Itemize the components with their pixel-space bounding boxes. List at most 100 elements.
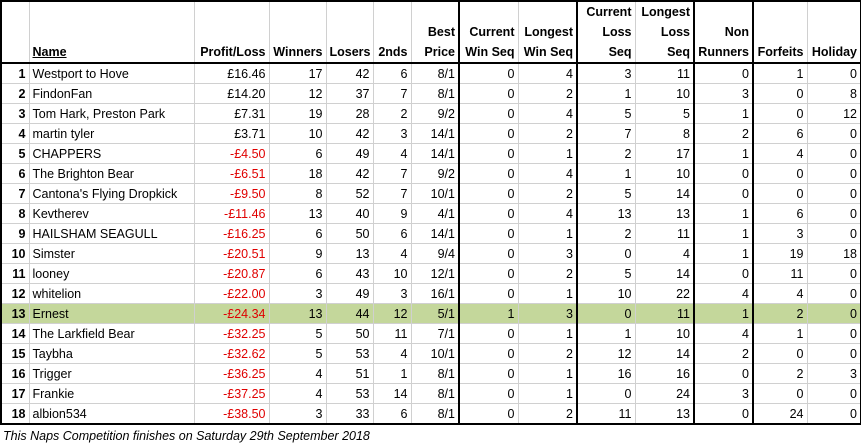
value-cell: 53 [325, 343, 374, 364]
rank-cell: 17 [0, 383, 30, 404]
rank-cell: 4 [0, 123, 30, 144]
value-cell: 16/1 [410, 283, 460, 304]
value-cell: 0 [458, 203, 519, 224]
value-cell: 16 [634, 363, 695, 384]
header-row: Name Profit/Loss Winners Losers 2nds Best Pri… [0, 0, 861, 64]
name-cell: Taybha [28, 343, 195, 364]
value-cell: 1 [576, 323, 636, 344]
value-cell: 1 [517, 223, 578, 244]
value-cell: 18 [806, 243, 861, 264]
value-cell: 49 [325, 143, 374, 164]
value-cell: 0 [752, 383, 808, 404]
value-cell: 0 [752, 103, 808, 124]
value-cell: 10 [634, 163, 695, 184]
value-cell: 0 [576, 243, 636, 264]
value-cell: 33 [325, 403, 374, 425]
value-cell: 7 [576, 123, 636, 144]
value-cell: 4 [372, 343, 412, 364]
value-cell: 0 [693, 263, 754, 284]
table-row: 12 whitelion -£22.00 3 49 3 16/1 0 1 10 22 4 4 0 [0, 283, 861, 304]
rank-cell: 7 [0, 183, 30, 204]
value-cell: 11 [752, 263, 808, 284]
value-cell: 1 [517, 283, 578, 304]
value-cell: -£22.00 [193, 283, 270, 304]
value-cell: 9/4 [410, 243, 460, 264]
table-row: 4 martin tyler £3.71 10 42 3 14/1 0 2 7 8 2 6 0 [0, 123, 861, 144]
header-cell: 2nds [372, 0, 412, 64]
rank-cell: 6 [0, 163, 30, 184]
value-cell: 0 [458, 223, 519, 244]
value-cell: -£38.50 [193, 403, 270, 425]
value-cell: 24 [634, 383, 695, 404]
rank-cell: 13 [0, 303, 30, 324]
table-body: 1 Westport to Hove £16.46 17 42 6 8/1 0 4 3 11 0 1 0 2… [0, 62, 861, 425]
value-cell: 14/1 [410, 123, 460, 144]
value-cell: 5 [576, 263, 636, 284]
value-cell: 9/2 [410, 103, 460, 124]
value-cell: 0 [458, 83, 519, 104]
header-cell: Losers [325, 0, 374, 64]
value-cell: 12/1 [410, 263, 460, 284]
header-cell: Name [28, 0, 195, 64]
value-cell: -£9.50 [193, 183, 270, 204]
value-cell: 8/1 [410, 383, 460, 404]
value-cell: 4 [517, 62, 578, 84]
name-cell: The Brighton Bear [28, 163, 195, 184]
value-cell: 0 [458, 283, 519, 304]
value-cell: 7 [372, 83, 412, 104]
value-cell: 0 [693, 183, 754, 204]
rank-cell: 3 [0, 103, 30, 124]
value-cell: 9 [268, 243, 327, 264]
header-cell: Winners [268, 0, 327, 64]
value-cell: 51 [325, 363, 374, 384]
name-cell: whitelion [28, 283, 195, 304]
value-cell: 5/1 [410, 303, 460, 324]
value-cell: 40 [325, 203, 374, 224]
name-cell: Trigger [28, 363, 195, 384]
table-row: 18 albion534 -£38.50 3 33 6 8/1 0 2 11 13 0 24 0 [0, 403, 861, 425]
value-cell: 2 [517, 123, 578, 144]
value-cell: 0 [693, 62, 754, 84]
name-cell: albion534 [28, 403, 195, 425]
value-cell: -£11.46 [193, 203, 270, 224]
name-cell: Frankie [28, 383, 195, 404]
value-cell: 0 [806, 143, 861, 164]
table-row: 7 Cantona's Flying Dropkick -£9.50 8 52 7 10/1… [0, 183, 861, 204]
value-cell: £14.20 [193, 83, 270, 104]
value-cell: 6 [268, 263, 327, 284]
value-cell: 3 [693, 383, 754, 404]
value-cell: 0 [806, 343, 861, 364]
value-cell: 18 [268, 163, 327, 184]
table-row: 9 HAILSHAM SEAGULL -£16.25 6 50 6 14/1 0 1 2 11 1 3 0 [0, 223, 861, 244]
table-row: 2 FindonFan £14.20 12 37 7 8/1 0 2 1 10 3 0 8 [0, 83, 861, 104]
value-cell: 10 [576, 283, 636, 304]
value-cell: 7 [372, 183, 412, 204]
value-cell: -£20.87 [193, 263, 270, 284]
table-row: 15 Taybha -£32.62 5 53 4 10/1 0 2 12 14 2 0 0 [0, 343, 861, 364]
value-cell: 13 [634, 203, 695, 224]
value-cell: 2 [693, 343, 754, 364]
value-cell: 1 [372, 363, 412, 384]
value-cell: £16.46 [193, 62, 270, 84]
value-cell: 2 [372, 103, 412, 124]
value-cell: 8 [268, 183, 327, 204]
value-cell: 13 [576, 203, 636, 224]
value-cell: 1 [752, 62, 808, 84]
value-cell: 1 [576, 83, 636, 104]
value-cell: 2 [517, 343, 578, 364]
value-cell: 0 [458, 103, 519, 124]
value-cell: 3 [268, 403, 327, 425]
value-cell: 0 [806, 203, 861, 224]
value-cell: 0 [806, 283, 861, 304]
name-cell: Westport to Hove [28, 62, 195, 84]
value-cell: 1 [693, 143, 754, 164]
value-cell: 0 [806, 323, 861, 344]
value-cell: 5 [268, 323, 327, 344]
value-cell: 6 [752, 123, 808, 144]
value-cell: 0 [752, 343, 808, 364]
value-cell: 5 [634, 103, 695, 124]
rank-cell: 18 [0, 403, 30, 425]
value-cell: 2 [517, 263, 578, 284]
value-cell: 12 [268, 83, 327, 104]
value-cell: 50 [325, 223, 374, 244]
